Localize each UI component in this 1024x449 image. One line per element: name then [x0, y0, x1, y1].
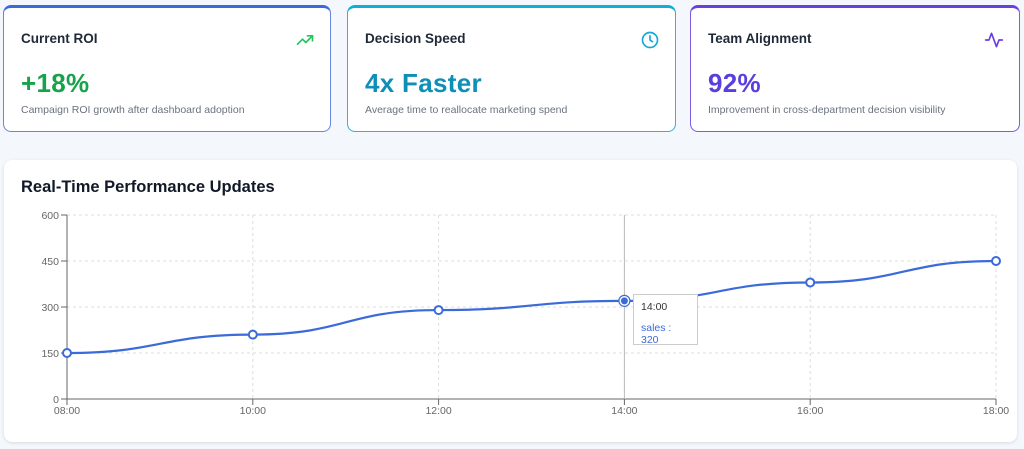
card-title: Decision Speed [365, 31, 466, 46]
tooltip-label: 14:00 [641, 301, 668, 313]
chart-tooltip: 14:00 sales : 320 [633, 294, 698, 346]
data-point [247, 329, 258, 340]
y-tick-label: 150 [41, 348, 59, 360]
data-point [433, 305, 444, 316]
performance-panel: Real-Time Performance Updates [4, 160, 1017, 442]
card-description: Average time to reallocate marketing spe… [365, 104, 568, 116]
y-tick-label: 300 [41, 302, 59, 314]
x-tick-label: 10:00 [240, 405, 266, 417]
decision-speed-card: Decision Speed 4x Faster Average time to… [347, 5, 676, 132]
series-line-sales [66, 259, 997, 355]
x-tick-label: 18:00 [983, 405, 1009, 417]
panel-title: Real-Time Performance Updates [21, 178, 275, 196]
activity-icon [984, 32, 1004, 48]
card-description: Campaign ROI growth after dashboard adop… [21, 104, 245, 116]
card-title: Team Alignment [708, 31, 812, 46]
x-tick-label: 14:00 [611, 405, 637, 417]
data-point [618, 295, 630, 307]
y-tick-label: 600 [41, 210, 59, 222]
card-title: Current ROI [21, 31, 98, 46]
clock-icon [641, 31, 659, 49]
team-alignment-card: Team Alignment 92% Improvement in cross-… [690, 5, 1020, 132]
active-data-point-ring [618, 294, 631, 307]
x-tick-label: 16:00 [797, 405, 823, 417]
data-point [991, 256, 1001, 266]
data-point [805, 277, 816, 288]
card-value: 92% [708, 68, 761, 98]
card-description: Improvement in cross-department decision… [708, 104, 946, 116]
card-value: 4x Faster [365, 68, 482, 98]
tooltip-value: sales : 320 [641, 322, 672, 346]
x-tick-label: 08:00 [54, 405, 80, 417]
roi-card: Current ROI +18% Campaign ROI growth aft… [3, 5, 331, 132]
trending-up-icon [296, 35, 314, 46]
y-tick-label: 0 [53, 394, 59, 406]
card-value: +18% [21, 68, 90, 98]
x-tick-label: 12:00 [425, 405, 451, 417]
y-tick-label: 450 [41, 256, 59, 268]
data-point [62, 348, 72, 358]
